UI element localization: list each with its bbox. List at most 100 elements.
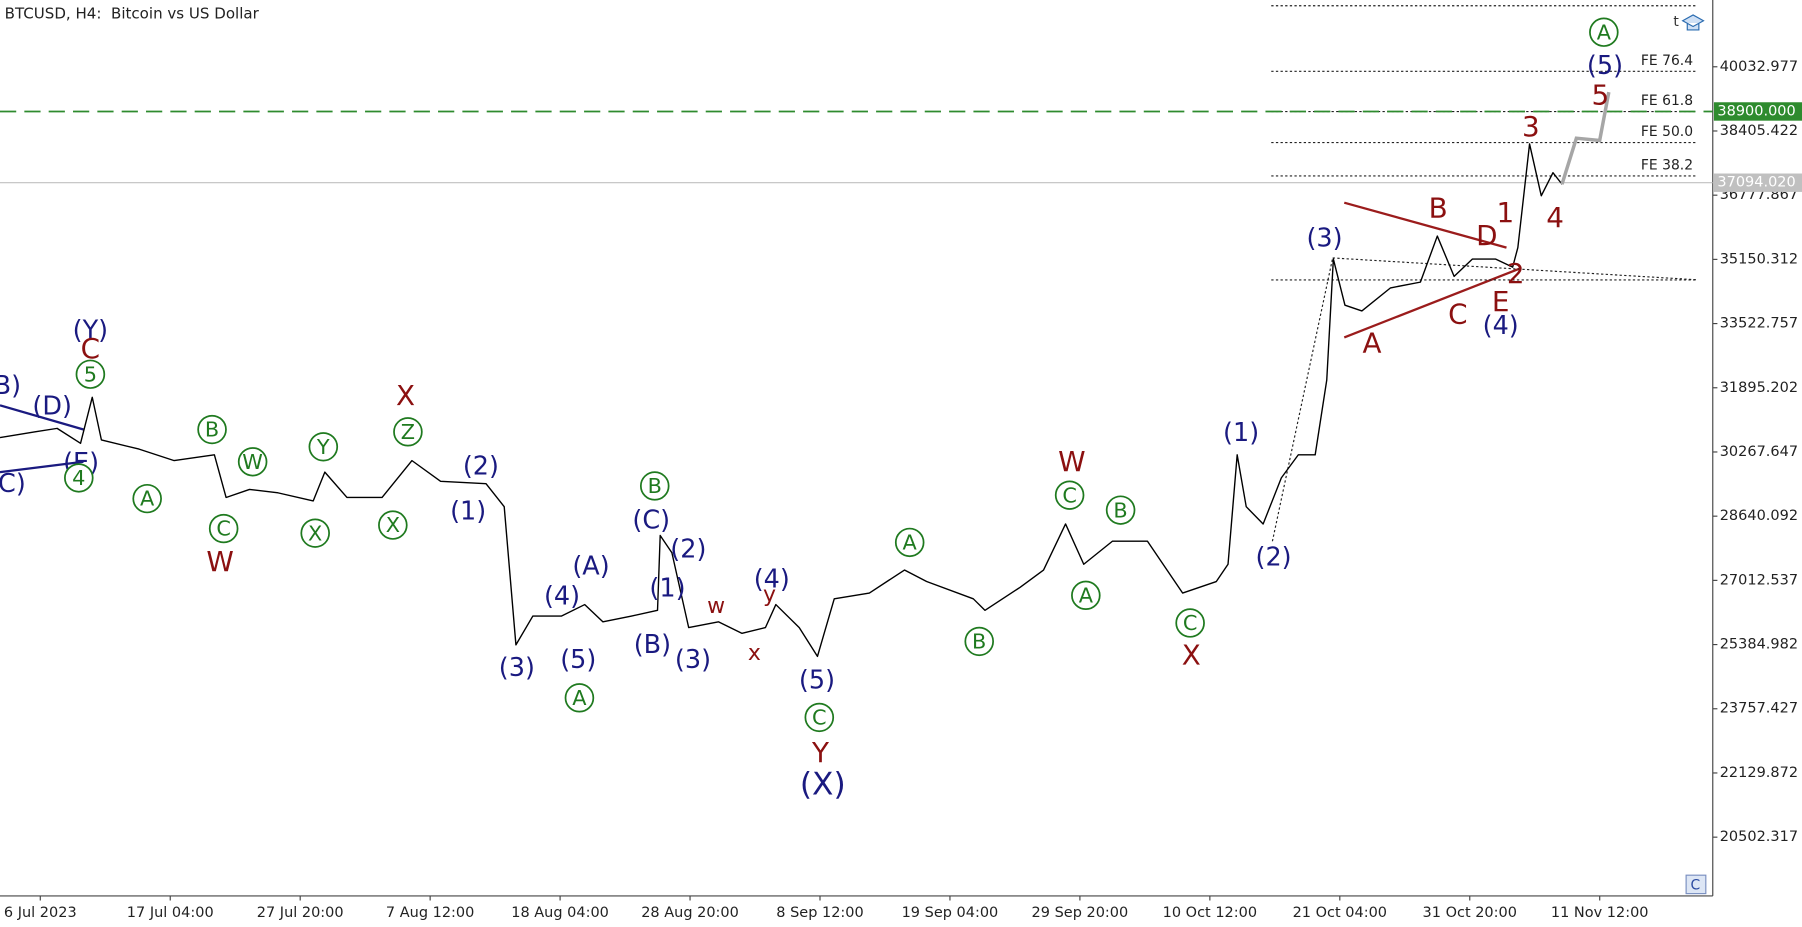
- price-label: 38900.000: [1717, 103, 1795, 119]
- wave-label: A: [140, 487, 155, 511]
- fe-label: FE 61.8: [1641, 93, 1693, 109]
- wave-circle: [300, 518, 330, 548]
- y-tick-label: 30267.647: [1720, 444, 1798, 460]
- wave-label: (4): [754, 563, 790, 593]
- y-tick-label: 38405.422: [1720, 123, 1798, 139]
- wave-circle: [1175, 608, 1205, 638]
- x-tick-label: 10 Oct 12:00: [1163, 905, 1257, 921]
- wave-label: C: [81, 332, 100, 365]
- wave-label: (X): [800, 766, 846, 802]
- y-tick-label: 31895.202: [1720, 380, 1798, 396]
- wave-label: (D): [32, 391, 72, 421]
- y-tick-label: 22129.872: [1720, 765, 1798, 781]
- wave-label: (2): [463, 451, 499, 481]
- wave-label: (4): [1483, 310, 1519, 340]
- wave-circle: [393, 417, 423, 447]
- x-tick-label: 28 Aug 20:00: [641, 905, 739, 921]
- fib-base-line: [1332, 257, 1698, 281]
- fib-base-line: [1271, 257, 1334, 542]
- wave-circle: [378, 510, 408, 540]
- wave-circle: [639, 471, 670, 501]
- wave-label: W: [1058, 445, 1086, 478]
- wave-circle: [1589, 17, 1619, 47]
- fe-label: FE 76.4: [1641, 53, 1693, 69]
- wave-label: Z: [401, 420, 415, 444]
- x-tick-label: 27 Jul 20:00: [257, 905, 344, 921]
- wave-label: D: [1476, 219, 1497, 252]
- wave-label: (4): [544, 581, 580, 611]
- x-tick-label: 8 Sep 12:00: [776, 905, 863, 921]
- icon-button[interactable]: [1685, 874, 1707, 895]
- wave-label: A: [1079, 584, 1094, 608]
- wave-label: B: [205, 418, 219, 442]
- wave-label: C: [1448, 298, 1467, 331]
- wave-label: B: [1429, 192, 1448, 225]
- wave-label: 4: [72, 466, 85, 490]
- wave-label: A: [572, 686, 587, 710]
- wave-label: B: [972, 630, 986, 654]
- price-label-box: [1713, 173, 1802, 192]
- icon-hat[interactable]: [1681, 14, 1705, 31]
- y-tick-label: 35150.312: [1720, 251, 1798, 267]
- fe-label: FE 38.2: [1641, 158, 1693, 174]
- x-tick-label: 6 Jul 2023: [4, 905, 77, 921]
- price-line-series: [0, 143, 1563, 658]
- x-tick-label: 7 Aug 12:00: [386, 905, 474, 921]
- y-tick-label: 23757.427: [1720, 701, 1798, 717]
- wave-label: Y: [316, 435, 330, 459]
- icon-t: t: [1673, 14, 1679, 30]
- x-tick-label: 31 Oct 20:00: [1423, 905, 1517, 921]
- wave-label: (2): [670, 533, 706, 563]
- wave-label: X: [386, 513, 400, 537]
- wave-label: w: [707, 594, 725, 619]
- wave-label: A: [1597, 20, 1612, 44]
- wave-label: X: [396, 379, 415, 412]
- wave-circle: [308, 432, 339, 462]
- wave-label: B: [1113, 498, 1127, 522]
- x-tick-label: 29 Sep 20:00: [1032, 905, 1129, 921]
- wave-label: (Y): [73, 315, 108, 345]
- wave-label: X: [308, 521, 322, 545]
- wave-label: (2): [1256, 542, 1292, 572]
- wave-label: C: [1062, 483, 1077, 507]
- wave-label: (3): [1307, 223, 1343, 253]
- wave-label: (1): [649, 573, 685, 603]
- x-tick-label: 17 Jul 04:00: [127, 905, 214, 921]
- wave-label: 5: [1592, 79, 1610, 112]
- wave-circle: [1071, 580, 1101, 611]
- wave-line: [0, 460, 84, 474]
- chart-title: BTCUSD, H4: Bitcoin vs US Dollar: [5, 4, 260, 22]
- icon-label: C: [1691, 878, 1701, 894]
- wave-label: C: [812, 706, 827, 730]
- wave-circle: [132, 483, 162, 514]
- wave-label: (3): [675, 644, 711, 674]
- wave-circle: [208, 513, 239, 544]
- wave-label: E: [1492, 285, 1510, 318]
- wave-circle: [564, 683, 595, 713]
- wave-label: Y: [811, 736, 829, 769]
- wave-lines: [0, 201, 1698, 542]
- wave-line: [0, 404, 84, 431]
- wave-label: 5: [84, 362, 97, 386]
- wave-circle: [237, 447, 268, 477]
- wave-label: X: [1182, 638, 1201, 671]
- y-tick-label: 40032.977: [1720, 59, 1798, 75]
- y-tick-label: 33522.757: [1720, 316, 1798, 332]
- wave-label: (5): [1587, 50, 1623, 80]
- wave-label: 3: [1522, 110, 1540, 143]
- x-tick-label: 21 Oct 04:00: [1293, 905, 1387, 921]
- wave-label: (5): [799, 665, 835, 695]
- wave-label: (B): [634, 629, 671, 659]
- y-tick-label: 25384.982: [1720, 637, 1798, 653]
- wave-label: C: [1183, 611, 1198, 635]
- wave-label: (3): [499, 652, 535, 682]
- wave-label: (1): [1223, 417, 1259, 447]
- wave-label: 1: [1496, 196, 1514, 229]
- price-label-box: [1713, 102, 1802, 121]
- wave-label: W: [206, 545, 234, 578]
- wave-label: (C): [632, 505, 670, 535]
- x-tick-label: 19 Sep 04:00: [902, 905, 999, 921]
- x-tick-label: 18 Aug 04:00: [511, 905, 609, 921]
- wave-label: 4: [1546, 201, 1564, 234]
